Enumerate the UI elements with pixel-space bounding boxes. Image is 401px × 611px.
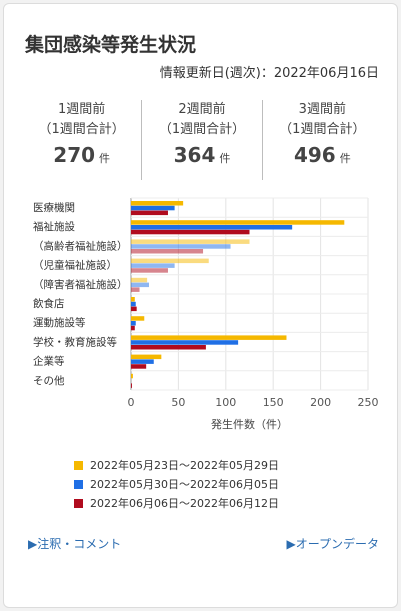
category-label: その他 [33,374,65,387]
legend-label: 2022年06月06日～2022年06月12日 [90,497,279,510]
legend-item[interactable]: 2022年05月23日～2022年05月29日 [74,456,279,475]
bar [131,249,204,254]
bar [131,321,136,326]
category-label: （高齢者福祉施設） [33,239,128,252]
stat-value-wrap: 364 件 [142,143,261,167]
stat-label: 2週間前 [178,102,226,117]
page-title: 集団感染等発生状況 [25,34,197,56]
bar [131,205,175,211]
category-label: 企業等 [33,355,65,368]
bar [131,354,162,360]
category-label: 医療機関 [33,201,75,214]
stat-value: 496 [293,143,336,167]
bar [131,263,175,268]
stat-value-wrap: 496 件 [263,143,382,167]
bar [131,306,137,312]
stat-unit: 件 [339,152,351,165]
bar [131,258,209,264]
bar [131,201,184,206]
bar [131,345,206,350]
category-label: 運動施設等 [33,316,86,329]
bar [131,364,147,369]
stat-sublabel: （1週間合計） [38,122,125,137]
bar [131,244,231,249]
bar [131,282,150,288]
bar [131,229,250,235]
chart-legend: 2022年05月23日～2022年05月29日 2022年05月30日～2022… [74,456,279,513]
x-tick-label: 50 [171,396,185,409]
stat-label: 1週間前 [58,102,106,117]
update-date: 情報更新日(週次)：2022年06月16日 [159,66,379,81]
x-tick-label: 200 [310,396,331,409]
bar [131,340,239,345]
bar [131,220,345,225]
bar [131,316,145,321]
bar [131,297,135,302]
bar [131,210,168,216]
legend-label: 2022年05月23日～2022年05月29日 [90,459,279,472]
bar [131,325,135,331]
x-tick-label: 0 [128,396,135,409]
bar [131,373,133,379]
bar [131,335,287,340]
category-label: （児童福祉施設） [33,259,117,272]
bar [131,383,132,388]
notes-link[interactable]: ▶注釈・コメント [28,537,122,551]
legend-item[interactable]: 2022年06月06日～2022年06月12日 [74,494,279,513]
legend-label: 2022年05月30日～2022年06月05日 [90,478,279,491]
category-label: （障害者福祉施設） [33,278,128,291]
x-tick-label: 150 [263,396,284,409]
x-tick-label: 250 [358,396,379,409]
bar [131,239,250,244]
legend-swatch [74,480,83,489]
stat-value-wrap: 270 件 [22,143,141,167]
stat-sublabel: （1週間合計） [279,122,366,137]
x-tick-label: 100 [215,396,236,409]
legend-swatch [74,499,83,508]
stat-1-week: 1週間前 （1週間合計） 270 件 [22,100,141,180]
stat-unit: 件 [99,152,111,165]
open-data-link[interactable]: ▶オープンデータ [286,537,379,551]
stat-sublabel: （1週間合計） [158,122,246,137]
category-label: 飲食店 [33,297,65,310]
bar [131,359,154,364]
stat-label: 3週間前 [298,102,346,117]
stat-value: 364 [173,143,216,167]
bar [131,225,293,230]
bar [131,268,168,273]
stat-value: 270 [53,143,96,167]
bar [131,301,136,307]
stat-3-week: 3週間前 （1週間合計） 496 件 [261,100,382,180]
infection-card: 集団感染等発生状況 情報更新日(週次)：2022年06月16日 1週間前 （1週… [3,3,398,608]
category-label: 学校・教育施設等 [33,335,117,348]
category-label: 福祉施設 [33,220,75,233]
legend-item[interactable]: 2022年05月30日～2022年06月05日 [74,475,279,494]
x-axis-label: 発生件数（件） [211,417,288,431]
legend-swatch [74,461,83,470]
stat-2-week: 2週間前 （1週間合計） 364 件 [141,100,261,180]
bar [131,277,148,283]
weekly-stats: 1週間前 （1週間合計） 270 件 2週間前 （1週間合計） 364 件 3週間前… [22,100,382,180]
bar [131,287,140,292]
stat-unit: 件 [219,152,231,165]
